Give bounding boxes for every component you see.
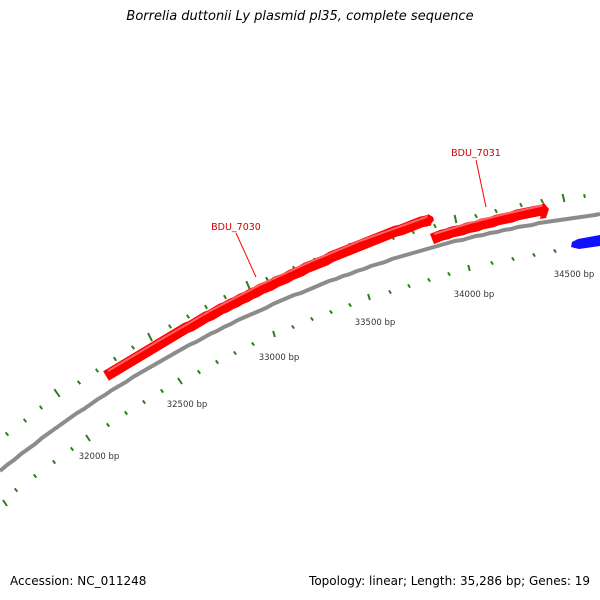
- accession-label: Accession: NC_011248: [10, 574, 147, 588]
- tick-label-33500: 33500 bp: [355, 318, 396, 328]
- sequence-summary: Topology: linear; Length: 35,286 bp; Gen…: [309, 574, 590, 588]
- tick-label-33000: 33000 bp: [259, 353, 300, 363]
- tick-label-34000: 34000 bp: [454, 290, 495, 300]
- gene-bdu-7031-highlight: [433, 204, 546, 235]
- gene-bdu-7030-highlight: [107, 215, 430, 372]
- gene-bdu-7030[interactable]: [103, 214, 432, 381]
- gene-bdu-7031-leader: [475, 159, 487, 208]
- tick-label-32000: 32000 bp: [79, 452, 120, 462]
- sequence-backbone: [0, 212, 600, 473]
- map-title: Borrelia duttonii Ly plasmid pl35, compl…: [126, 9, 474, 24]
- tick-label-32500: 32500 bp: [167, 400, 208, 410]
- tick-label-34500: 34500 bp: [554, 270, 595, 280]
- gene-label-bdu-7030: BDU_7030: [211, 222, 261, 233]
- gene-bdu-7031[interactable]: [429, 203, 548, 245]
- gene-reverse-strand[interactable]: [571, 235, 600, 249]
- gene-label-bdu-7031: BDU_7031: [451, 148, 501, 159]
- gene-bdu-7030-leader: [235, 232, 257, 278]
- inner-ticks: [2, 241, 598, 507]
- gene-bdu-7031-arrowhead: [540, 202, 549, 219]
- gene-bdu-7030-arrowhead: [426, 214, 434, 227]
